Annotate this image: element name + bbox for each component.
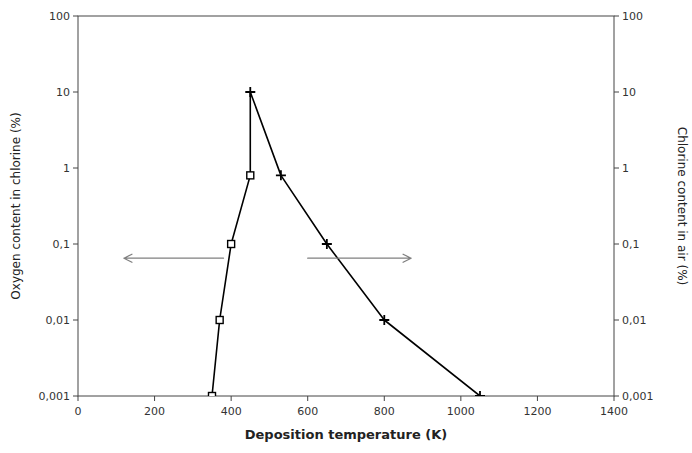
y-tick bbox=[73, 396, 78, 397]
square-marker bbox=[209, 393, 216, 397]
square-marker bbox=[216, 317, 223, 324]
x-tick-label: 1400 bbox=[600, 405, 628, 418]
x-tick bbox=[154, 396, 155, 401]
y2-tick-label: 0,01 bbox=[622, 314, 647, 327]
plus-marker bbox=[245, 87, 255, 97]
x-axis-label: Deposition temperature (K) bbox=[245, 427, 447, 442]
y2-tick bbox=[614, 168, 619, 169]
plot-area bbox=[78, 16, 614, 396]
y2-tick-label: 0,001 bbox=[622, 390, 654, 403]
x-tick-label: 800 bbox=[374, 405, 395, 418]
x-tick bbox=[460, 396, 461, 401]
x-tick bbox=[307, 396, 308, 401]
x-tick-label: 400 bbox=[221, 405, 242, 418]
x-axis: 0 200 400 600 800 1000 1200 1400 bbox=[75, 396, 629, 418]
y2-axis-label: Chlorine content in air (%) bbox=[675, 127, 689, 285]
x-tick bbox=[384, 396, 385, 401]
x-tick bbox=[537, 396, 538, 401]
y-tick-label: 100 bbox=[49, 10, 70, 23]
arrow bbox=[124, 254, 224, 262]
y2-tick bbox=[614, 92, 619, 93]
y-axis: 0,001 0,01 0,1 1 10 100 Oxygen content in chlo… bbox=[9, 10, 78, 403]
y2-tick bbox=[614, 244, 619, 245]
y-tick-label: 10 bbox=[56, 86, 70, 99]
x-tick-label: 1000 bbox=[447, 405, 475, 418]
plus-marker bbox=[276, 170, 286, 180]
y2-tick-label: 0,1 bbox=[622, 238, 640, 251]
square-marker bbox=[228, 241, 235, 248]
y-tick-label: 1 bbox=[63, 162, 70, 175]
y-axis-label: Oxygen content in chlorine (%) bbox=[9, 112, 23, 299]
y2-tick bbox=[614, 16, 619, 17]
arrows bbox=[124, 254, 411, 262]
y2-tick bbox=[614, 396, 619, 397]
y-tick-label: 0,001 bbox=[39, 390, 71, 403]
square-marker bbox=[247, 172, 254, 179]
x-tick-label: 1200 bbox=[523, 405, 551, 418]
plot-frame bbox=[78, 16, 614, 396]
y-tick bbox=[73, 92, 78, 93]
arrow bbox=[308, 254, 411, 262]
y-tick bbox=[73, 168, 78, 169]
x-tick-label: 600 bbox=[297, 405, 318, 418]
y-tick-label: 0,01 bbox=[46, 314, 71, 327]
chart: 0 200 400 600 800 1000 1200 1400 Deposition temp… bbox=[0, 0, 692, 453]
y-tick-label: 0,1 bbox=[53, 238, 71, 251]
plus-marker bbox=[322, 239, 332, 249]
y-tick bbox=[73, 16, 78, 17]
y2-axis: 0,001 0,01 0,1 1 10 100 Chlorine content in ai… bbox=[614, 10, 689, 403]
x-tick bbox=[614, 396, 615, 401]
x-tick-label: 200 bbox=[144, 405, 165, 418]
y2-tick-label: 10 bbox=[622, 86, 636, 99]
line bbox=[212, 92, 480, 396]
y2-tick-label: 100 bbox=[622, 10, 643, 23]
x-tick bbox=[231, 396, 232, 401]
y-tick bbox=[73, 320, 78, 321]
y2-tick bbox=[614, 320, 619, 321]
data bbox=[209, 87, 486, 396]
plus-marker bbox=[379, 315, 389, 325]
x-tick-label: 0 bbox=[75, 405, 82, 418]
x-tick bbox=[78, 396, 79, 401]
plus-marker bbox=[475, 391, 485, 396]
y-tick bbox=[73, 244, 78, 245]
y2-tick-label: 1 bbox=[622, 162, 629, 175]
